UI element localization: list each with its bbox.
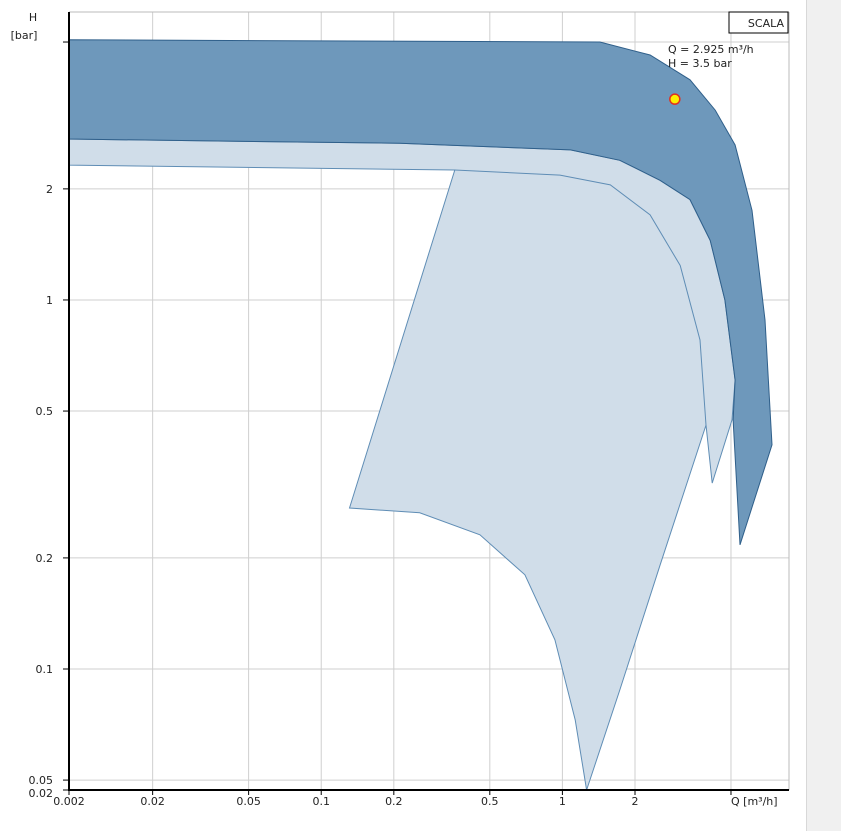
y-axis-label: H	[29, 11, 37, 24]
x-tick-label: 2	[632, 795, 639, 808]
y-tick-label: 1	[46, 294, 53, 307]
x-tick-label: 0.002	[53, 795, 85, 808]
chart: H [bar] 0.002 0.02 0.05 0.1 0.2 0.5 1 20.020.05…	[11, 11, 790, 808]
y-axis-label: [bar]	[11, 29, 38, 42]
y-tick-label: 0.2	[36, 552, 54, 565]
side-panel	[806, 0, 841, 831]
x-tick-label: 0.5	[481, 795, 499, 808]
operating-point	[669, 93, 681, 105]
region	[68, 39, 773, 545]
y-tick-label: 0.5	[36, 405, 54, 418]
x-tick-label: 0.05	[236, 795, 261, 808]
y-tick-label: 0.05	[29, 774, 54, 787]
annotation: H = 3.5 bar	[668, 57, 732, 70]
x-tick-label: 0.1	[312, 795, 330, 808]
y-tick-label: 0.1	[36, 663, 54, 676]
x-tick-label: 0.02	[140, 795, 165, 808]
y-tick-label: 2	[46, 183, 53, 196]
legend-box	[728, 11, 789, 34]
annotation: Q = 2.925 m³/h	[668, 43, 754, 56]
legend-text: SCALA	[748, 17, 785, 30]
x-tick-label: 0.2	[385, 795, 403, 808]
x-tick-label: 1	[559, 795, 566, 808]
x-axis-label: Q [m³/h]	[731, 795, 778, 808]
curve	[454, 169, 707, 426]
y-tick-label: 0.02	[29, 787, 54, 800]
